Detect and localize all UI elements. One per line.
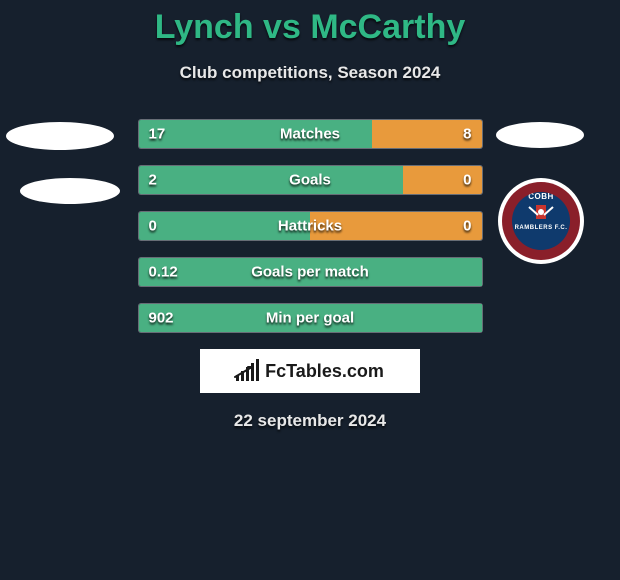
value-right: 0 <box>463 218 471 235</box>
stat-label: Goals per match <box>251 264 369 281</box>
fctables-logo: FcTables.com <box>200 349 420 393</box>
stat-row: 902 Min per goal <box>138 303 483 333</box>
value-left: 17 <box>149 126 166 143</box>
date-label: 22 september 2024 <box>0 411 620 431</box>
left-ellipse-2 <box>20 178 120 204</box>
logo-text: FcTables.com <box>265 361 384 382</box>
stat-row: 2 0 Goals <box>138 165 483 195</box>
page-title: Lynch vs McCarthy <box>0 0 620 47</box>
value-right: 0 <box>463 172 471 189</box>
crest-top-text: COBH <box>528 192 554 201</box>
crest-ring: COBH RAMBLERS F.C. <box>502 182 580 260</box>
subtitle: Club competitions, Season 2024 <box>0 63 620 83</box>
bar-left <box>139 166 403 194</box>
stat-label: Hattricks <box>278 218 342 235</box>
stat-label: Goals <box>289 172 331 189</box>
crest-inner: COBH RAMBLERS F.C. <box>512 192 570 250</box>
stat-row: 0 0 Hattricks <box>138 211 483 241</box>
stat-row: 0.12 Goals per match <box>138 257 483 287</box>
value-left: 902 <box>149 310 174 327</box>
value-left: 0.12 <box>149 264 178 281</box>
value-right: 8 <box>463 126 471 143</box>
crest-bottom-text: RAMBLERS F.C. <box>515 225 568 231</box>
logo-bars-icon <box>236 361 259 381</box>
left-ellipse-1 <box>6 122 114 150</box>
value-left: 0 <box>149 218 157 235</box>
stat-row: 17 8 Matches <box>138 119 483 149</box>
stat-label: Matches <box>280 126 340 143</box>
stat-label: Min per goal <box>266 310 354 327</box>
right-ellipse-1 <box>496 122 584 148</box>
club-crest: COBH RAMBLERS F.C. <box>498 178 584 264</box>
value-left: 2 <box>149 172 157 189</box>
crest-emblem-icon <box>526 203 556 223</box>
